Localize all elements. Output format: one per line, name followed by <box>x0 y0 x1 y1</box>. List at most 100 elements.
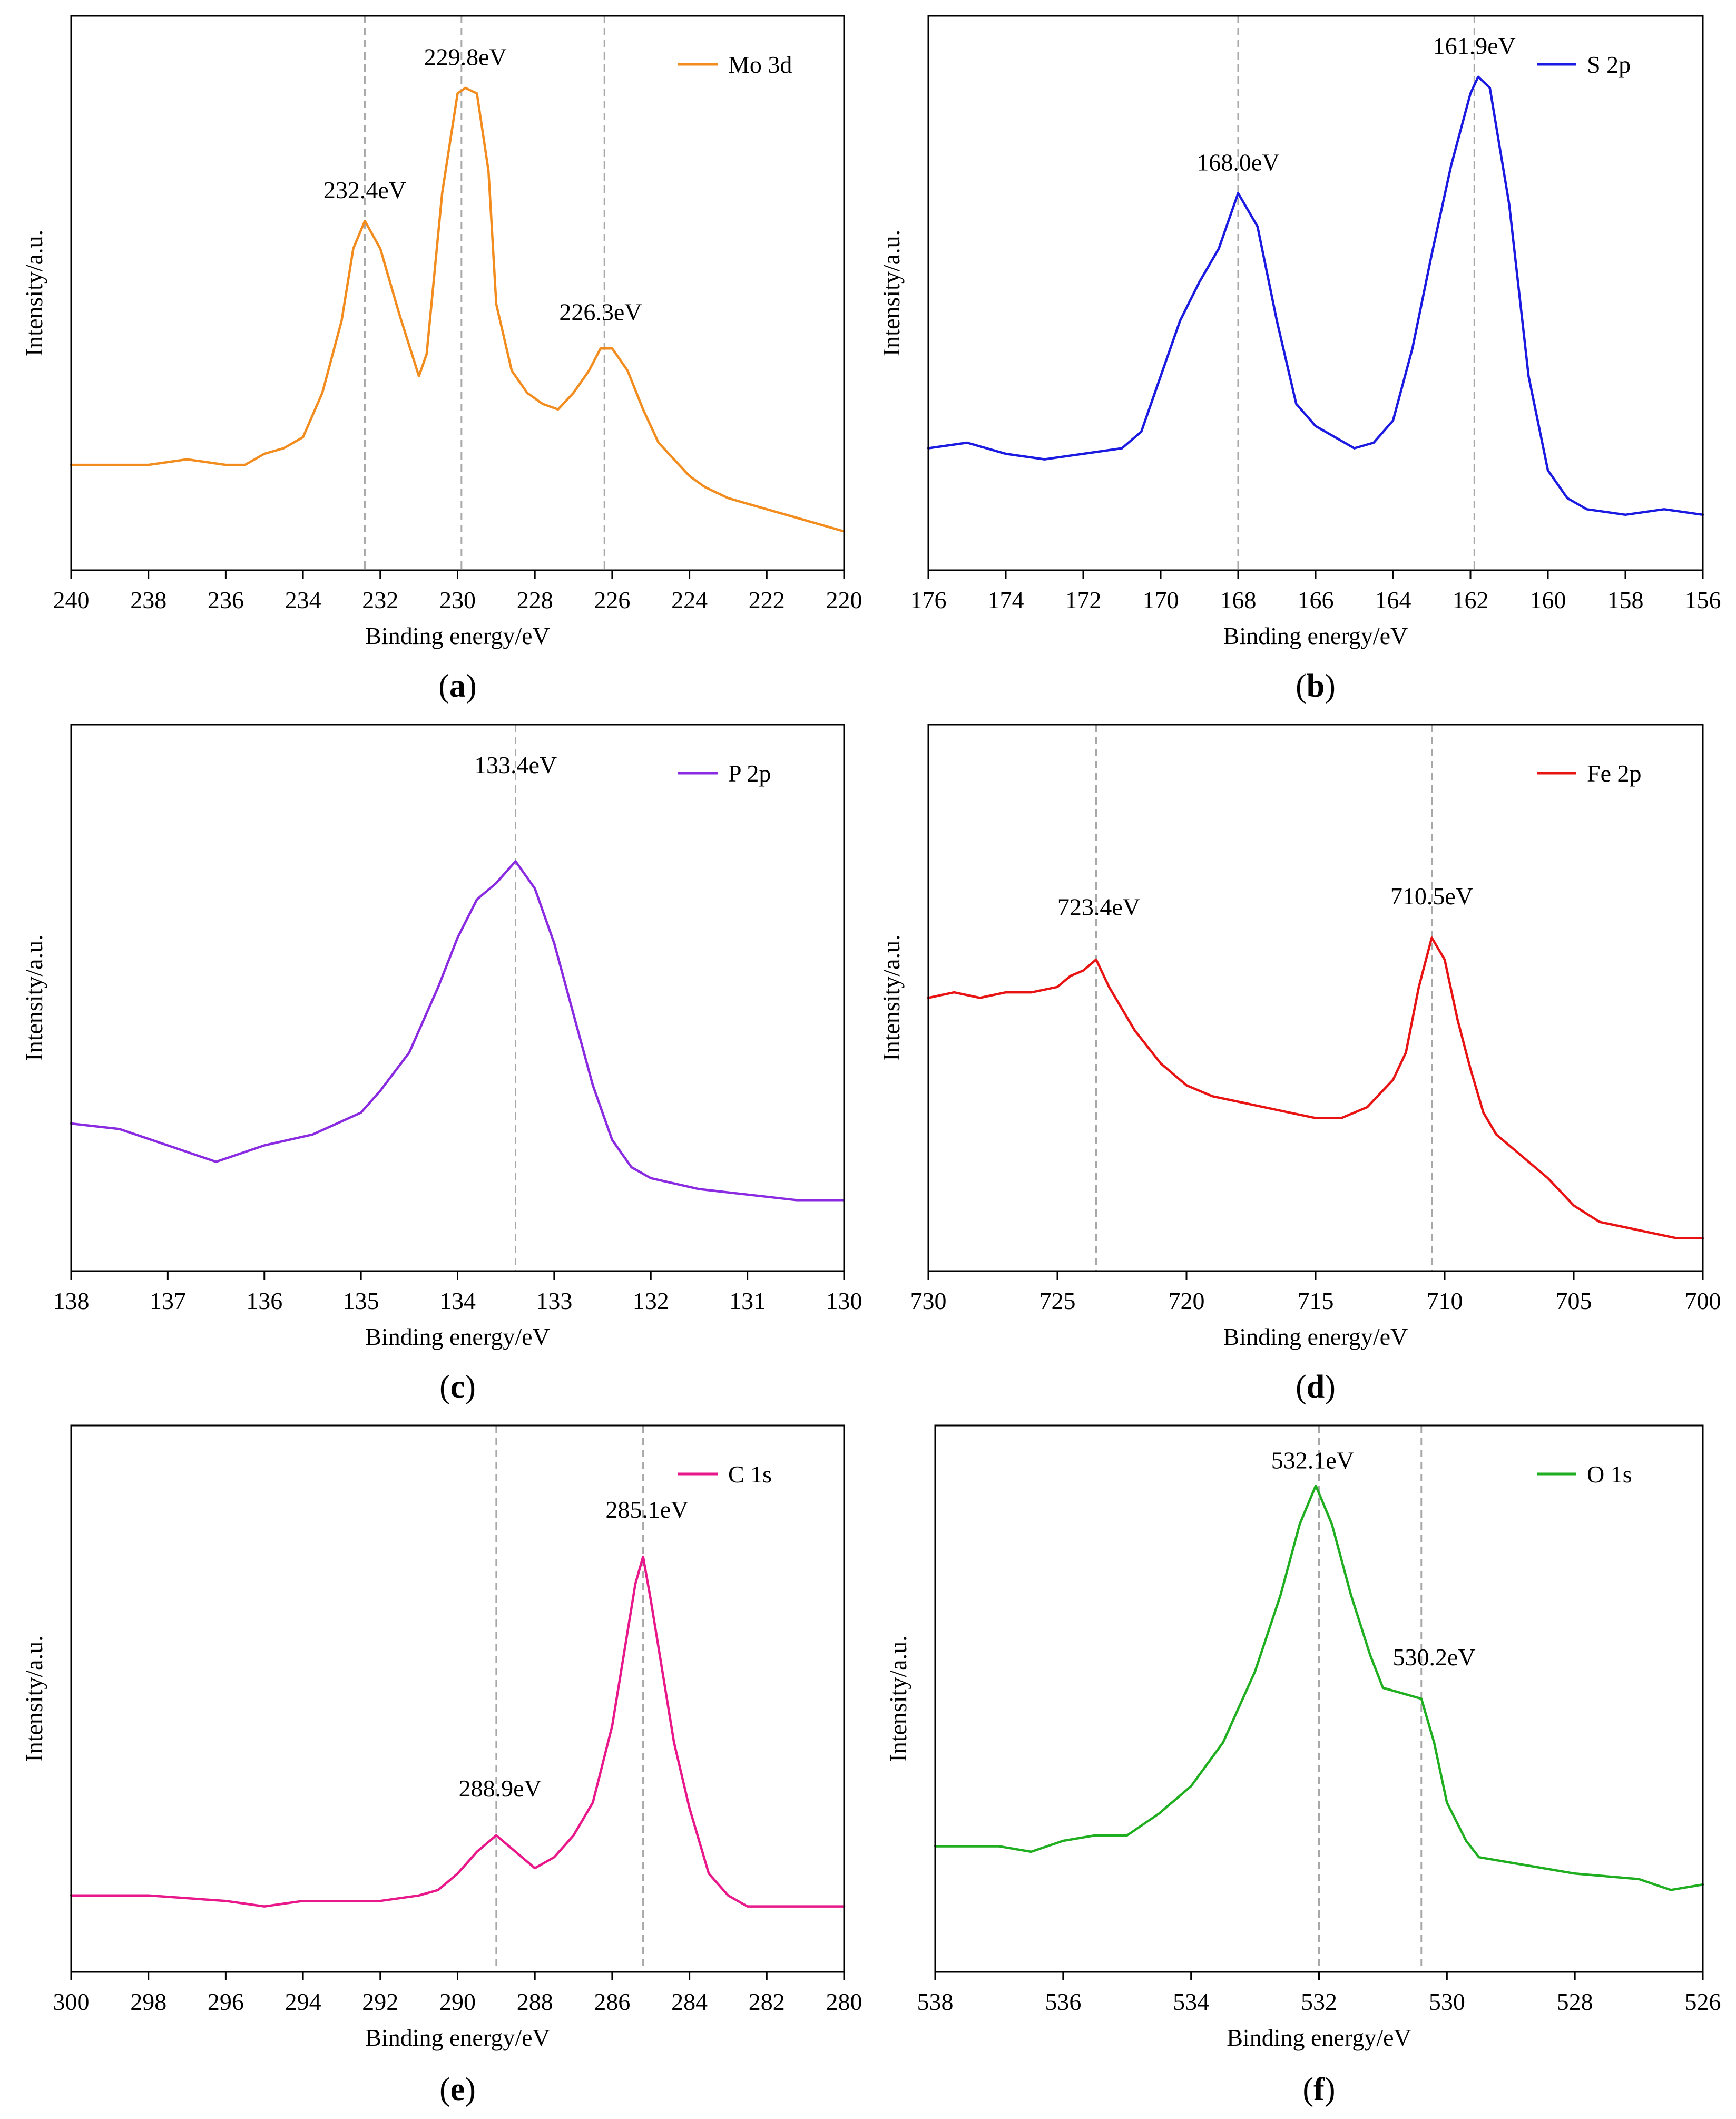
x-tick-label-e-5: 290 <box>439 1988 476 2015</box>
panel-label-a: (a) <box>438 668 476 704</box>
x-tick-label-b-5: 166 <box>1298 587 1334 613</box>
x-tick-label-d-1: 725 <box>1039 1287 1076 1314</box>
x-tick-label-f-1: 536 <box>1045 1988 1081 2015</box>
x-tick-label-c-5: 133 <box>536 1287 572 1314</box>
x-tick-label-b-9: 158 <box>1607 587 1644 613</box>
x-axis-label-b: Binding energy/eV <box>1223 622 1408 649</box>
x-tick-label-c-0: 138 <box>53 1287 90 1314</box>
peak-annotation-c-0: 133.4eV <box>474 751 557 778</box>
y-axis-label-f: Intensity/a.u. <box>885 1635 911 1762</box>
x-axis-label-f: Binding energy/eV <box>1227 2024 1411 2051</box>
panel-c: 138 137 136 135 134 133 132 131 130 Binding energ… <box>21 724 862 1405</box>
panel-d: 730 725 720 715 710 705 700 Binding energy/eV In… <box>878 724 1721 1405</box>
peak-annotation-a-0: 232.4eV <box>323 177 406 203</box>
plot-frame-c <box>70 724 845 1272</box>
panel-f: 538 536 534 532 530 528 526 Binding energy/eV In… <box>885 1424 1721 2107</box>
x-tick-label-e-7: 286 <box>594 1988 630 2015</box>
peak-annotation-e-0: 288.9eV <box>459 1775 542 1802</box>
peak-annotation-a-1: 229.8eV <box>424 44 507 71</box>
peak-annotation-f-0: 532.1eV <box>1271 1447 1354 1474</box>
peak-annotation-e-1: 285.1eV <box>605 1496 688 1523</box>
y-axis-label-d: Intensity/a.u. <box>878 934 905 1061</box>
peak-annotation-b-1: 161.9eV <box>1433 33 1516 60</box>
x-tick-label-b-4: 168 <box>1220 587 1257 613</box>
x-tick-label-c-4: 134 <box>439 1287 476 1314</box>
x-tick-label-a-3: 234 <box>285 587 321 613</box>
x-tick-label-f-3: 532 <box>1301 1988 1337 2015</box>
x-tick-label-a-6: 228 <box>517 587 553 613</box>
legend-label-c: P 2p <box>728 760 771 787</box>
x-tick-label-e-10: 280 <box>826 1988 862 2015</box>
x-axis-label-e: Binding energy/eV <box>365 2024 550 2051</box>
x-tick-label-f-6: 526 <box>1685 1988 1721 2015</box>
series-line-f <box>934 1484 1704 1891</box>
x-tick-label-d-6: 700 <box>1685 1287 1721 1314</box>
x-tick-label-f-0: 538 <box>917 1988 954 2015</box>
x-tick-label-d-0: 730 <box>910 1287 947 1314</box>
x-tick-label-b-8: 160 <box>1530 587 1566 613</box>
x-tick-label-b-1: 174 <box>988 587 1024 613</box>
panel-e: 300 298 296 294 292 290 288 286 284 282 280 Binding… <box>21 1424 862 2107</box>
peak-annotation-b-0: 168.0eV <box>1196 149 1279 176</box>
x-tick-label-a-9: 222 <box>749 587 785 613</box>
panel-label-e: (e) <box>439 2072 476 2107</box>
x-tick-label-e-9: 282 <box>749 1988 785 2015</box>
x-tick-label-e-8: 284 <box>671 1988 708 2015</box>
legend-label-d: Fe 2p <box>1587 760 1642 787</box>
x-tick-label-a-0: 240 <box>53 587 90 613</box>
panel-a: 240 238 236 234 232 230 228 226 224 222 220 Binding… <box>21 15 862 704</box>
legend-label-b: S 2p <box>1587 51 1631 78</box>
x-tick-label-f-5: 528 <box>1557 1988 1593 2015</box>
x-tick-label-a-2: 236 <box>208 587 244 613</box>
x-tick-label-c-2: 136 <box>246 1287 282 1314</box>
y-axis-label-a: Intensity/a.u. <box>21 230 47 356</box>
panel-label-d: (d) <box>1296 1369 1336 1405</box>
x-tick-label-d-5: 705 <box>1556 1287 1592 1314</box>
plot-frame-b <box>927 15 1704 571</box>
x-tick-label-d-4: 710 <box>1427 1287 1463 1314</box>
y-axis-label-b: Intensity/a.u. <box>878 230 905 356</box>
x-tick-label-e-4: 292 <box>362 1988 398 2015</box>
plot-frame-d <box>927 724 1704 1272</box>
legend-label-f: O 1s <box>1587 1461 1632 1488</box>
x-tick-label-b-7: 162 <box>1453 587 1489 613</box>
x-tick-label-b-3: 170 <box>1143 587 1179 613</box>
y-axis-label-e: Intensity/a.u. <box>21 1635 47 1762</box>
peak-annotation-a-2: 226.3eV <box>559 299 642 326</box>
panel-label-c: (c) <box>439 1369 476 1405</box>
x-tick-label-a-1: 238 <box>130 587 166 613</box>
x-axis-label-d: Binding energy/eV <box>1223 1323 1408 1350</box>
series-line-a <box>70 86 846 533</box>
x-tick-label-a-8: 224 <box>671 587 708 613</box>
x-tick-label-e-0: 300 <box>53 1988 90 2015</box>
x-tick-label-c-8: 130 <box>826 1287 862 1314</box>
x-tick-label-f-2: 534 <box>1173 1988 1209 2015</box>
legend-label-e: C 1s <box>728 1461 772 1488</box>
x-tick-label-b-0: 176 <box>910 587 947 613</box>
x-tick-label-c-7: 131 <box>729 1287 766 1314</box>
x-tick-label-b-10: 156 <box>1685 587 1721 613</box>
panel-label-f: (f) <box>1303 2072 1336 2107</box>
peak-annotation-d-1: 710.5eV <box>1390 883 1473 910</box>
x-tick-label-a-7: 226 <box>594 587 630 613</box>
x-tick-label-e-3: 294 <box>285 1988 321 2015</box>
x-tick-label-f-4: 530 <box>1429 1988 1465 2015</box>
x-tick-label-a-10: 220 <box>826 587 862 613</box>
y-axis-label-c: Intensity/a.u. <box>21 934 47 1061</box>
x-tick-label-c-1: 137 <box>150 1287 186 1314</box>
x-tick-label-b-6: 164 <box>1375 587 1411 613</box>
x-axis-label-a: Binding energy/eV <box>365 622 550 649</box>
x-axis-label-c: Binding energy/eV <box>365 1323 550 1350</box>
series-line-d <box>927 936 1704 1240</box>
x-tick-label-e-6: 288 <box>517 1988 553 2015</box>
x-tick-label-a-4: 232 <box>362 587 398 613</box>
x-tick-label-c-6: 132 <box>633 1287 669 1314</box>
series-line-e <box>70 1555 846 1908</box>
x-tick-label-b-2: 172 <box>1065 587 1102 613</box>
panel-b: 176 174 172 170 168 166 164 162 160 158 156 Binding… <box>878 15 1721 704</box>
x-tick-label-a-5: 230 <box>439 587 476 613</box>
x-tick-label-d-3: 715 <box>1298 1287 1334 1314</box>
peak-annotation-d-0: 723.4eV <box>1057 894 1140 921</box>
series-line-c <box>70 860 846 1202</box>
